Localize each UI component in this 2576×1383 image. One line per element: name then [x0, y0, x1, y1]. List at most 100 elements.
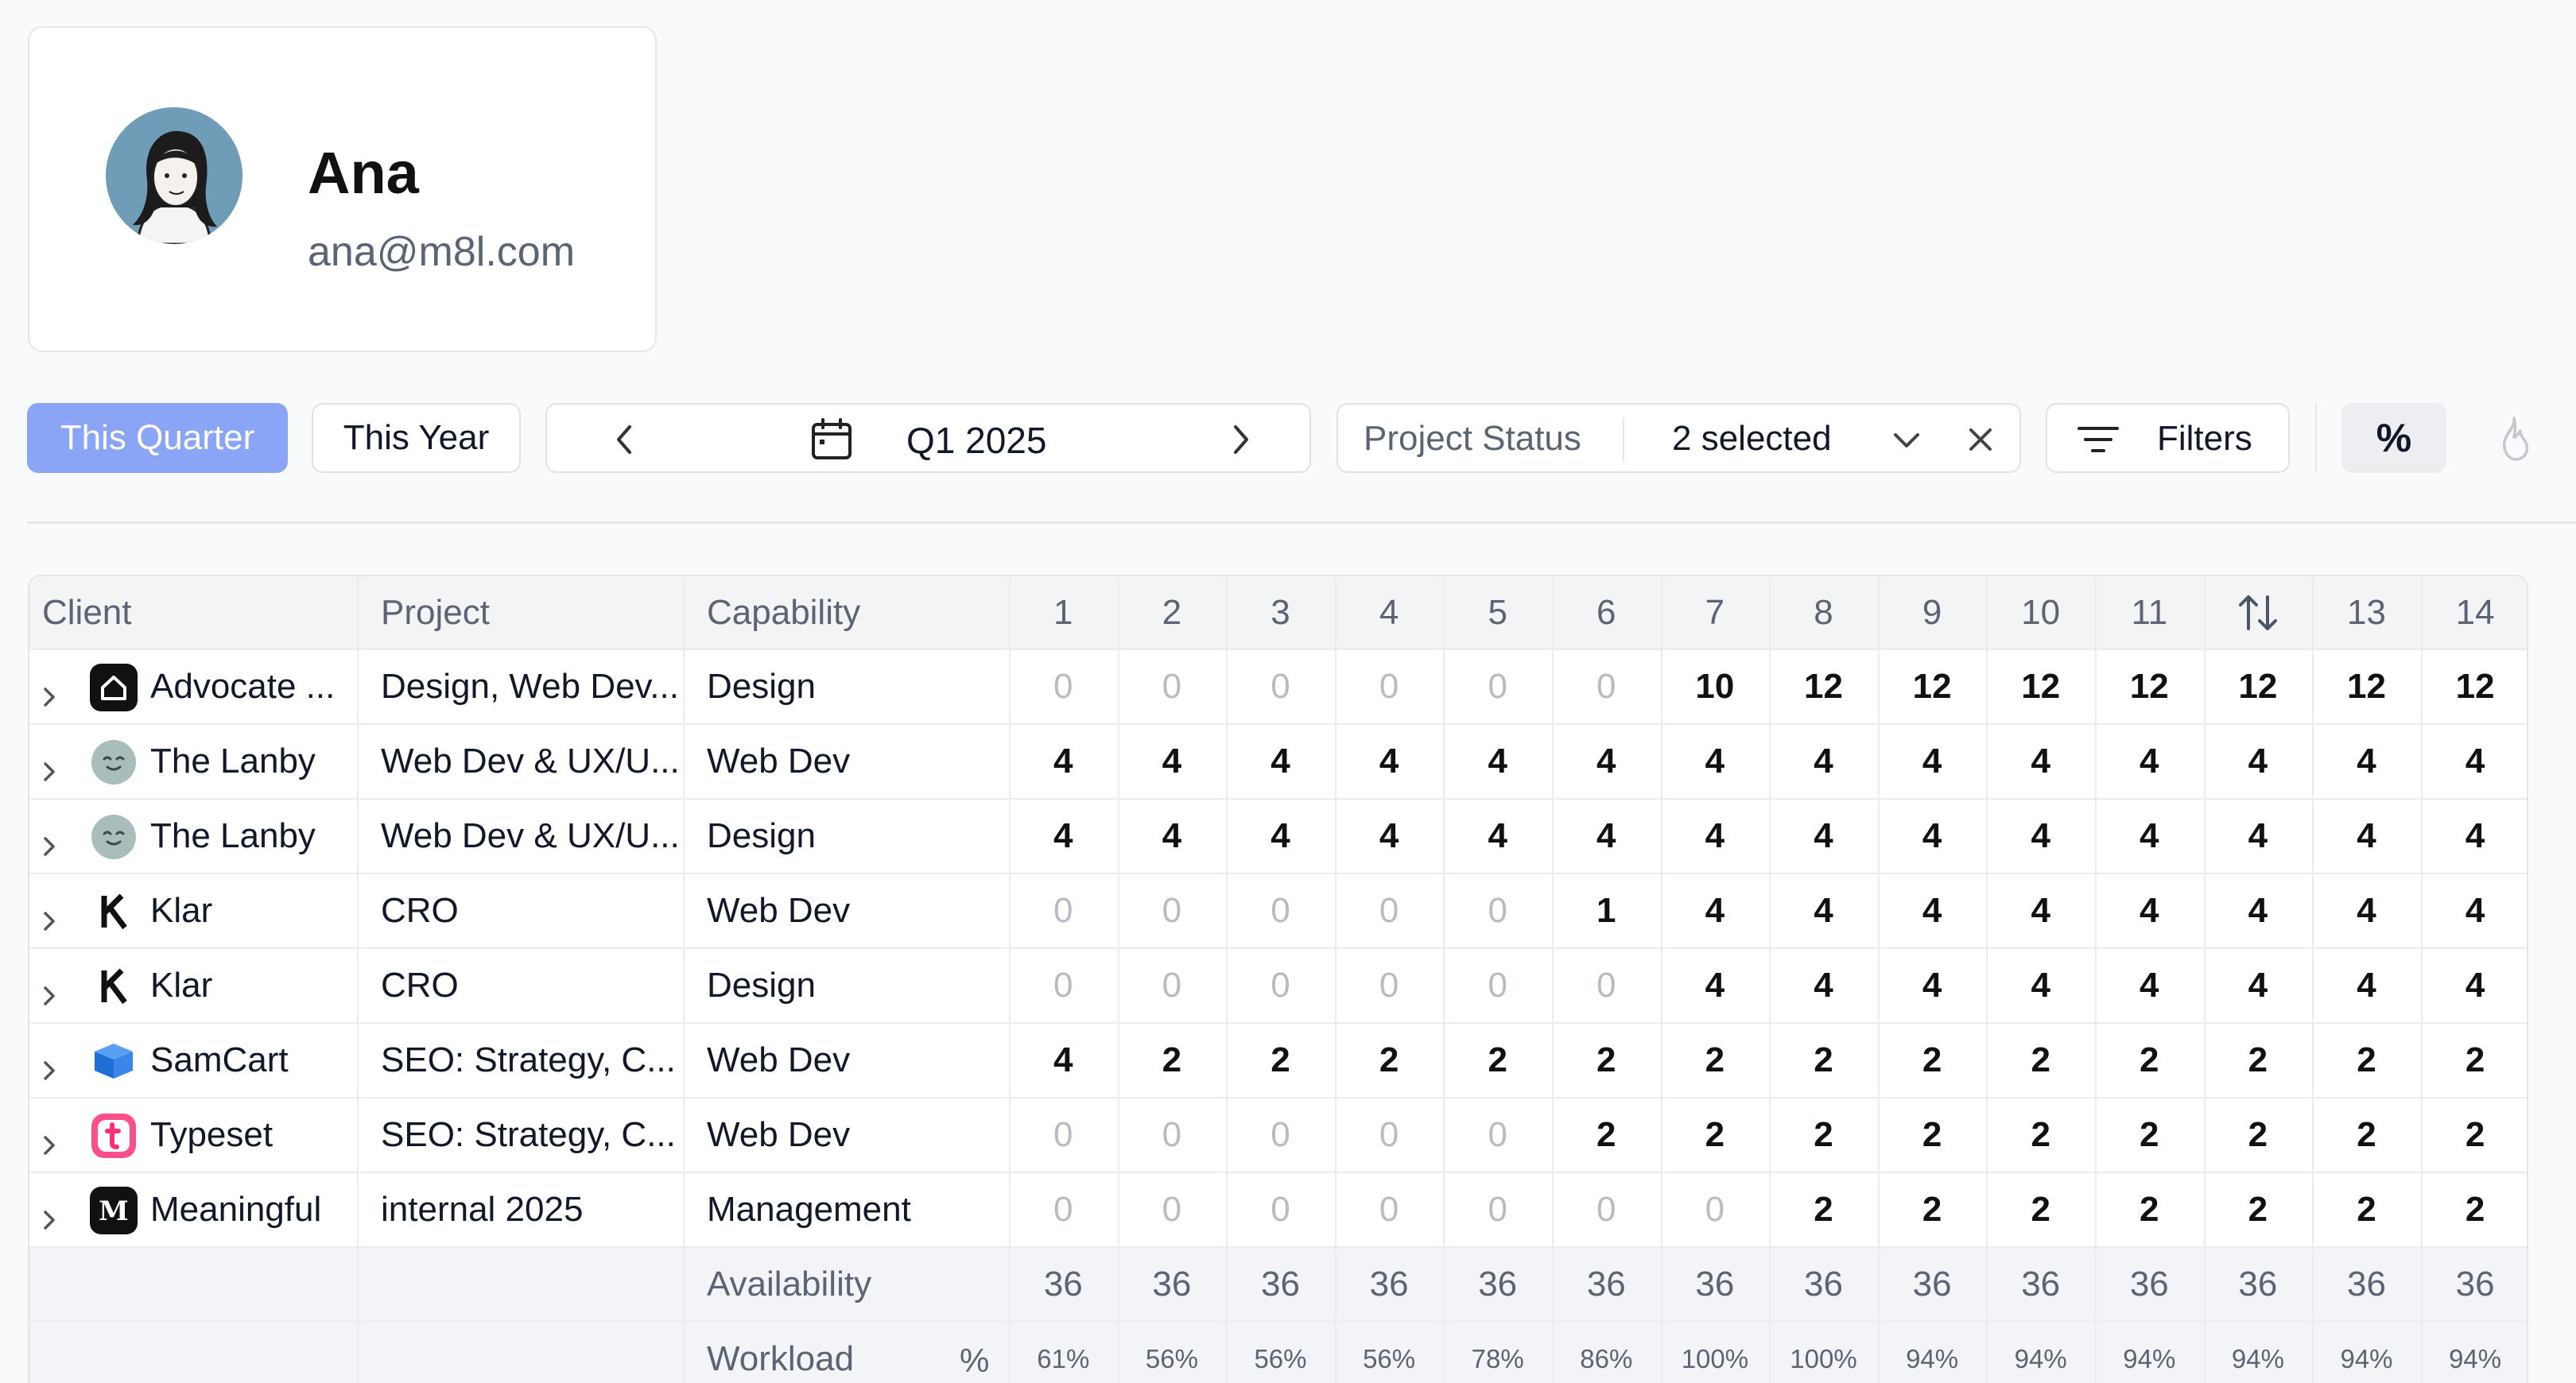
- hours-cell[interactable]: 2: [1162, 1040, 1182, 1079]
- hours-cell[interactable]: 0: [1271, 1115, 1290, 1154]
- hours-cell[interactable]: 12: [2347, 667, 2386, 706]
- hours-cell[interactable]: 0: [1162, 966, 1182, 1005]
- client-header[interactable]: Client: [42, 592, 132, 632]
- chevron-right-icon[interactable]: [1224, 422, 1256, 466]
- hours-cell[interactable]: 10: [1695, 667, 1735, 706]
- hours-cell[interactable]: 4: [2031, 891, 2050, 930]
- hours-cell[interactable]: 0: [1162, 891, 1182, 930]
- chevron-right-icon[interactable]: [39, 827, 58, 866]
- close-icon[interactable]: [1963, 422, 1998, 466]
- hours-cell[interactable]: 4: [1814, 891, 1833, 930]
- hours-cell[interactable]: 0: [1488, 891, 1507, 930]
- hours-cell[interactable]: 12: [2238, 667, 2278, 706]
- hours-cell[interactable]: 0: [1271, 1190, 1290, 1229]
- this-year-button[interactable]: This Year: [312, 403, 521, 473]
- capability-header[interactable]: Capability: [707, 592, 861, 632]
- table-row[interactable]: The Lanby Web Dev & UX/U... Web Dev 4 4 4 4 4 4 4…: [29, 725, 2527, 800]
- hours-cell[interactable]: 4: [2140, 891, 2159, 930]
- hours-cell[interactable]: 4: [1379, 742, 1399, 781]
- hours-cell[interactable]: 4: [2248, 891, 2268, 930]
- hours-cell[interactable]: 2: [2248, 1115, 2268, 1154]
- hours-cell[interactable]: 0: [1488, 1115, 1507, 1154]
- hours-cell[interactable]: 0: [1379, 667, 1399, 706]
- hours-cell[interactable]: 4: [1053, 816, 1073, 855]
- period-picker[interactable]: Q1 2025: [545, 403, 1311, 473]
- hours-cell[interactable]: 0: [1053, 966, 1073, 1005]
- hours-cell[interactable]: 4: [1162, 742, 1182, 781]
- hours-cell[interactable]: 0: [1379, 966, 1399, 1005]
- week-header-3[interactable]: 3: [1271, 592, 1290, 632]
- hours-cell[interactable]: 4: [2031, 742, 2050, 781]
- chevron-left-icon[interactable]: [609, 422, 641, 466]
- hours-cell[interactable]: 2: [2248, 1040, 2268, 1079]
- hours-cell[interactable]: 0: [1271, 966, 1290, 1005]
- chevron-right-icon[interactable]: [39, 901, 58, 941]
- hours-cell[interactable]: 2: [2357, 1190, 2376, 1229]
- table-row[interactable]: The Lanby Web Dev & UX/U... Design 4 4 4 4 4 4 4 4…: [29, 800, 2527, 874]
- table-row[interactable]: Advocate ... Design, Web Dev... Design 0 0 0 0…: [29, 650, 2527, 725]
- table-row[interactable]: Klar CRO Design 0 0 0 0 0 0 4 4 4 4 4 4 4 4: [29, 949, 2527, 1024]
- hours-cell[interactable]: 2: [2357, 1115, 2376, 1154]
- hours-cell[interactable]: 2: [1922, 1190, 1942, 1229]
- hours-cell[interactable]: 1: [1596, 891, 1616, 930]
- hours-cell[interactable]: 4: [2357, 966, 2376, 1005]
- hours-cell[interactable]: 4: [1488, 816, 1507, 855]
- hours-cell[interactable]: 2: [1271, 1040, 1290, 1079]
- hours-cell[interactable]: 4: [2357, 816, 2376, 855]
- table-row[interactable]: Klar CRO Web Dev 0 0 0 0 0 1 4 4 4 4 4 4 4 4: [29, 874, 2527, 949]
- hours-cell[interactable]: 0: [1488, 1190, 1507, 1229]
- flame-icon[interactable]: [2489, 413, 2539, 464]
- hours-cell[interactable]: 4: [2140, 966, 2159, 1005]
- hours-cell[interactable]: 0: [1705, 1190, 1725, 1229]
- hours-cell[interactable]: 2: [2031, 1040, 2050, 1079]
- week-header-8[interactable]: 8: [1814, 592, 1833, 632]
- hours-cell[interactable]: 0: [1488, 966, 1507, 1005]
- week-header-4[interactable]: 4: [1379, 592, 1399, 632]
- hours-cell[interactable]: 4: [2465, 816, 2485, 855]
- week-header-10[interactable]: 10: [2021, 592, 2061, 632]
- hours-cell[interactable]: 4: [2140, 816, 2159, 855]
- hours-cell[interactable]: 4: [2465, 891, 2485, 930]
- hours-cell[interactable]: 12: [2129, 667, 2169, 706]
- hours-cell[interactable]: 4: [2248, 966, 2268, 1005]
- hours-cell[interactable]: 0: [1488, 667, 1507, 706]
- week-header-14[interactable]: 14: [2455, 592, 2495, 632]
- hours-cell[interactable]: 0: [1162, 667, 1182, 706]
- hours-cell[interactable]: 0: [1271, 891, 1290, 930]
- client-cell[interactable]: The Lanby: [29, 725, 357, 798]
- hours-cell[interactable]: 4: [1271, 816, 1290, 855]
- hours-cell[interactable]: 4: [1705, 966, 1725, 1005]
- this-quarter-button[interactable]: This Quarter: [27, 403, 288, 473]
- hours-cell[interactable]: 2: [1814, 1190, 1833, 1229]
- client-cell[interactable]: Advocate ...: [29, 650, 357, 723]
- client-cell[interactable]: M Meaningful: [29, 1173, 357, 1246]
- hours-cell[interactable]: 4: [1379, 816, 1399, 855]
- table-row[interactable]: SamCart SEO: Strategy, C... Web Dev 4 2 2 2 2 2 2…: [29, 1024, 2527, 1098]
- chevron-right-icon[interactable]: [39, 752, 58, 792]
- hours-cell[interactable]: 4: [2465, 966, 2485, 1005]
- hours-cell[interactable]: 2: [2465, 1190, 2485, 1229]
- hours-cell[interactable]: 0: [1379, 891, 1399, 930]
- client-cell[interactable]: Klar: [29, 874, 357, 947]
- hours-cell[interactable]: 4: [1053, 742, 1073, 781]
- hours-cell[interactable]: 4: [2357, 891, 2376, 930]
- hours-cell[interactable]: 2: [2140, 1115, 2159, 1154]
- project-status-value[interactable]: 2 selected: [1672, 419, 1832, 458]
- hours-cell[interactable]: 2: [1596, 1115, 1616, 1154]
- hours-cell[interactable]: 0: [1271, 667, 1290, 706]
- hours-cell[interactable]: 2: [2140, 1190, 2159, 1229]
- hours-cell[interactable]: 0: [1596, 667, 1616, 706]
- hours-cell[interactable]: 0: [1053, 891, 1073, 930]
- hours-cell[interactable]: 2: [2465, 1115, 2485, 1154]
- hours-cell[interactable]: 4: [1705, 816, 1725, 855]
- hours-cell[interactable]: 2: [1596, 1040, 1616, 1079]
- hours-cell[interactable]: 2: [1379, 1040, 1399, 1079]
- hours-cell[interactable]: 0: [1162, 1115, 1182, 1154]
- hours-cell[interactable]: 4: [1922, 891, 1942, 930]
- chevron-right-icon[interactable]: [39, 1051, 58, 1091]
- hours-cell[interactable]: 2: [1922, 1040, 1942, 1079]
- hours-cell[interactable]: 2: [2031, 1115, 2050, 1154]
- hours-cell[interactable]: 4: [2031, 966, 2050, 1005]
- client-cell[interactable]: The Lanby: [29, 800, 357, 873]
- hours-cell[interactable]: 0: [1379, 1115, 1399, 1154]
